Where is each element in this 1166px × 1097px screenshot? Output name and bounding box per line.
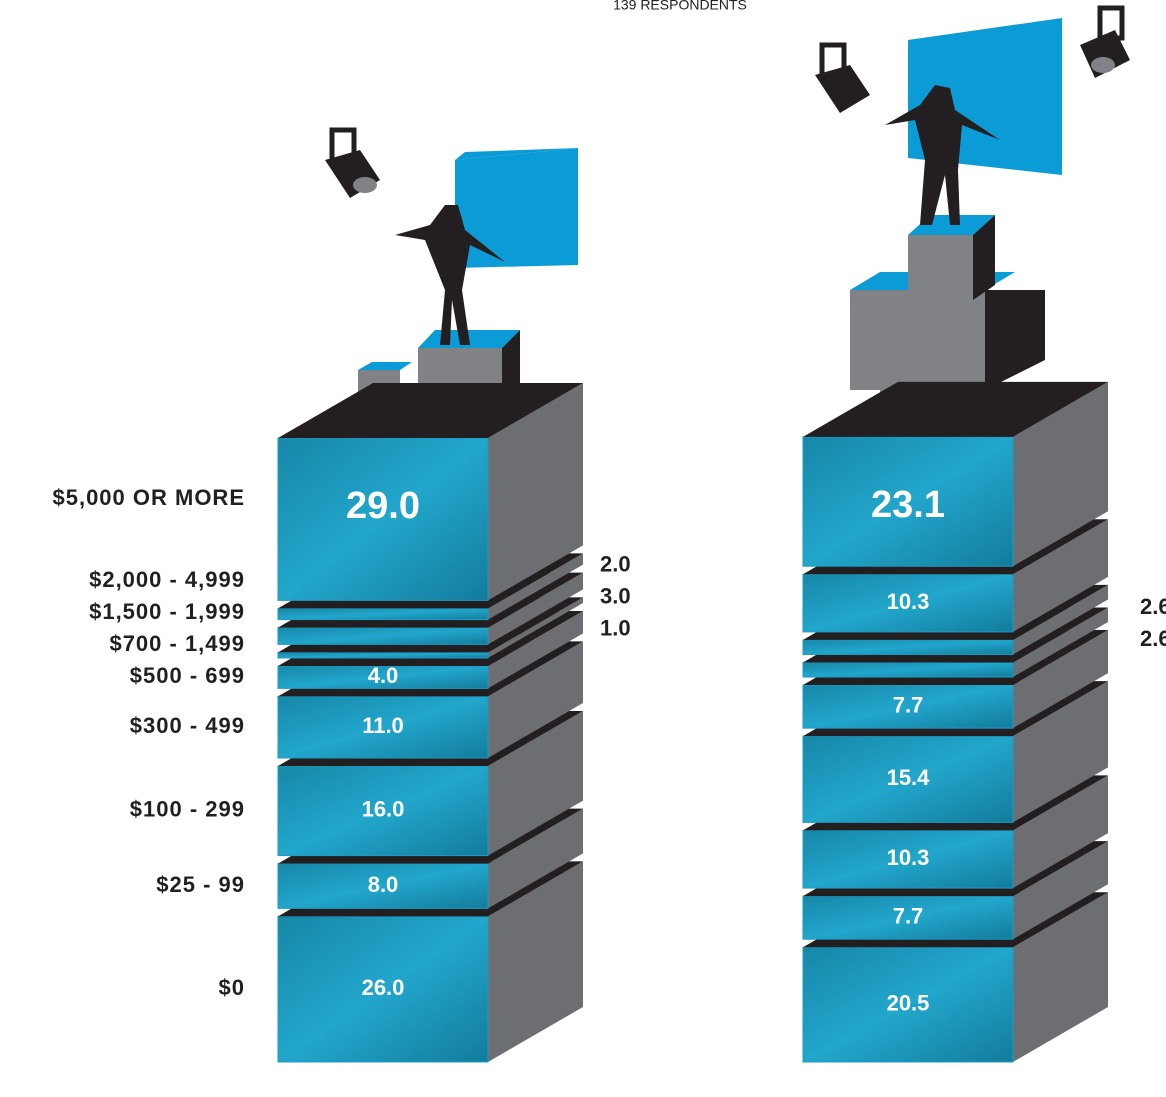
block-side	[1013, 607, 1108, 678]
block-front	[802, 661, 1014, 678]
block-side	[1013, 381, 1108, 567]
category-label: $700 - 1,499	[109, 631, 245, 656]
block-front	[802, 735, 1014, 823]
block-side	[488, 861, 583, 1062]
block-front	[802, 639, 1014, 655]
value-label: 10.3	[887, 845, 930, 870]
category-label: $0	[219, 975, 245, 1000]
value-label: 8.0	[368, 872, 399, 897]
block-side	[488, 611, 583, 689]
value-label: 20.5	[887, 990, 930, 1015]
subtitle: 139 RESPONDENTS	[613, 0, 747, 13]
decoration	[815, 5, 1130, 420]
value-label: 1.0	[600, 616, 631, 641]
block-side	[488, 711, 583, 856]
value-label: 7.7	[893, 692, 924, 717]
block-side	[1013, 630, 1108, 729]
value-label: 2.6	[1140, 626, 1166, 651]
category-label: $300 - 499	[130, 713, 245, 738]
block-front	[277, 607, 489, 621]
value-label: 16.0	[362, 797, 405, 822]
block-front	[802, 895, 1014, 940]
block-front	[277, 437, 489, 601]
category-label: $25 - 99	[156, 872, 245, 897]
block-front	[277, 915, 489, 1063]
block-side	[1013, 841, 1108, 940]
category-label: $500 - 699	[130, 663, 245, 688]
block-front	[802, 436, 1014, 567]
block-front	[277, 765, 489, 857]
value-label: 3.0	[600, 584, 631, 609]
value-label: 7.7	[893, 903, 924, 928]
block-side	[1013, 519, 1108, 632]
block-top	[803, 381, 1108, 437]
category-label: $100 - 299	[130, 797, 245, 822]
block-front	[802, 573, 1014, 633]
category-label: $2,000 - 4,999	[89, 567, 245, 592]
block-side	[1013, 681, 1108, 823]
block-side	[1013, 892, 1108, 1062]
block-front	[277, 651, 489, 659]
block-side	[488, 597, 583, 658]
block-side	[1013, 584, 1108, 655]
value-label: 2.0	[600, 552, 631, 577]
value-label: 29.0	[346, 485, 420, 527]
block-front	[277, 627, 489, 645]
block-side	[488, 572, 583, 645]
value-label: 26.0	[362, 975, 405, 1000]
block-side	[488, 553, 583, 620]
value-label: 15.4	[887, 765, 931, 790]
block-side	[488, 641, 583, 758]
block-side	[488, 808, 583, 909]
value-label: 11.0	[362, 713, 404, 738]
block-front	[277, 695, 489, 759]
value-label: 10.3	[887, 589, 930, 614]
block-top	[278, 383, 583, 438]
category-label: $1,500 - 1,999	[89, 599, 245, 624]
category-label: $5,000 OR MORE	[52, 485, 245, 510]
value-label: 2.6	[1140, 594, 1166, 619]
value-label: 4.0	[368, 663, 399, 688]
block-front	[802, 829, 1014, 889]
value-label: 23.1	[871, 484, 945, 526]
block-front	[802, 946, 1014, 1063]
block-front	[802, 684, 1014, 729]
block-side	[488, 383, 583, 601]
decoration	[325, 127, 578, 418]
block-side	[1013, 775, 1108, 889]
